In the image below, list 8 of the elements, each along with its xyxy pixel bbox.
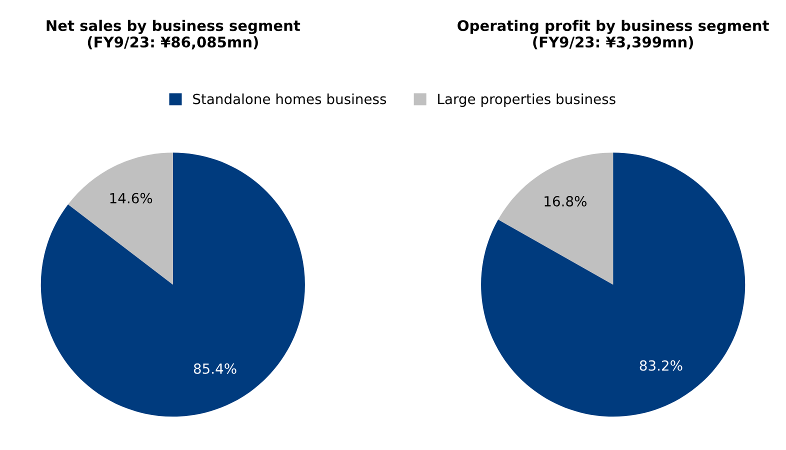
chart-title: Net sales by business segment (FY9/23: ¥86,085mn) <box>46 20 300 50</box>
data-label: 83.2% <box>640 360 682 371</box>
legend-label: Standalone homes business <box>193 94 386 104</box>
chart-title: Operating profit by business segment (FY9/23: ¥3,399mn) <box>458 20 769 50</box>
legend-label: Large properties business <box>438 94 616 107</box>
data-label: 16.8% <box>544 196 586 207</box>
data-label: 85.4% <box>194 363 236 374</box>
data-label: 14.6% <box>110 192 152 204</box>
